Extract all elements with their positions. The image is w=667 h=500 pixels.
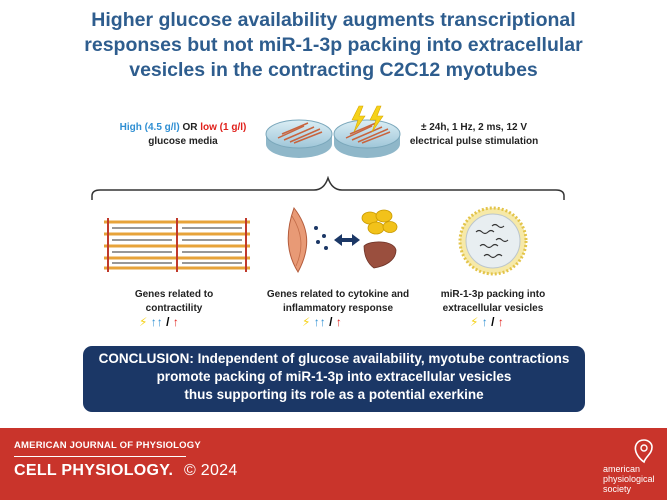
lightning-icon: ⚡	[470, 315, 479, 329]
low-glucose-label: low (1 g/l)	[200, 122, 247, 133]
conclusion-line-1: CONCLUSION: Independent of glucose avail…	[98, 351, 570, 366]
page-title: Higher glucose availability augments tra…	[40, 8, 627, 83]
up-arrow-low: ↑	[497, 315, 504, 329]
title-line-3: vesicles in the contracting C2C12 myotub…	[129, 59, 538, 81]
aps-line-2: physiological	[603, 474, 655, 484]
brace-bracket	[91, 176, 565, 200]
footer-divider	[14, 456, 186, 457]
cytokine-arrows: ⚡ ↑↑ / ↑	[302, 315, 342, 329]
conclusion-box: CONCLUSION: Independent of glucose avail…	[83, 346, 585, 412]
petri-dishes-icon	[265, 105, 401, 158]
aps-line-3: society	[603, 484, 632, 494]
lightning-icon: ⚡	[139, 315, 148, 329]
control-dish-icon	[265, 119, 333, 158]
up-arrow-high: ↑	[481, 315, 488, 329]
mir-label-line-1: miR-1-3p packing into	[440, 289, 546, 300]
or-label: OR	[182, 122, 198, 133]
arrow-separator: /	[329, 315, 333, 329]
up-arrow-low: ↑	[335, 315, 342, 329]
up-arrow-high: ↑↑	[313, 315, 326, 329]
stimulation-params: ± 24h, 1 Hz, 2 ms, 12 V	[420, 122, 528, 133]
contractility-label: Genes related to contractility	[104, 288, 244, 316]
high-glucose-label: High (4.5 g/l)	[119, 122, 180, 133]
title-line-2: responses but not miR-1-3p packing into …	[84, 34, 583, 56]
double-arrow-icon	[334, 234, 360, 246]
muscle-icon	[287, 206, 308, 273]
arrow-separator: /	[166, 315, 170, 329]
aps-logo-icon	[634, 439, 653, 464]
cytokine-label-line-2: inflammatory response	[282, 303, 394, 314]
journal-title: CELL PHYSIOLOGY. © 2024	[14, 462, 238, 480]
contractility-label-line-2: contractility	[145, 303, 203, 314]
journal-name: AMERICAN JOURNAL OF PHYSIOLOGY	[14, 440, 201, 451]
mir-label: miR-1-3p packing into extracellular vesi…	[428, 288, 558, 316]
extracellular-vesicle-icon	[458, 206, 528, 276]
stimulation-label: ± 24h, 1 Hz, 2 ms, 12 V electrical pulse…	[394, 121, 554, 149]
cell-physiology-label: CELL PHYSIOLOGY.	[14, 462, 174, 479]
copyright-label: © 2024	[183, 462, 238, 479]
sarcomere-icon	[104, 218, 250, 272]
title-line-1: Higher glucose availability augments tra…	[91, 9, 576, 31]
up-arrow-low: ↑	[172, 315, 179, 329]
arrow-separator: /	[491, 315, 495, 329]
lightning-icon: ⚡	[302, 315, 311, 329]
glucose-media-text: glucose media	[148, 136, 218, 147]
cytokine-label-line-1: Genes related to cytokine and	[266, 289, 410, 300]
muscle-cytokine-icon	[287, 206, 398, 273]
fat-cells-icon	[361, 209, 398, 235]
footer-bar	[0, 428, 667, 500]
mir-arrows: ⚡ ↑ / ↑	[470, 315, 504, 329]
conclusion-line-3: thus supporting its role as a potential …	[184, 387, 484, 402]
up-arrow-high: ↑↑	[150, 315, 163, 329]
cytokine-label: Genes related to cytokine and inflammato…	[258, 288, 418, 316]
mir-label-line-2: extracellular vesicles	[442, 303, 544, 314]
stimulation-text: electrical pulse stimulation	[409, 136, 539, 147]
contractility-label-line-1: Genes related to	[134, 289, 214, 300]
aps-line-1: american	[603, 464, 641, 474]
contractility-arrows: ⚡ ↑↑ / ↑	[139, 315, 179, 329]
aps-label: american physiological society	[603, 464, 655, 494]
stimulated-dish-icon	[333, 105, 401, 158]
glucose-media-label: High (4.5 g/l) OR low (1 g/l) glucose me…	[108, 121, 258, 149]
conclusion-line-2: promote packing of miR-1-3p into extrace…	[156, 369, 512, 384]
liver-icon	[363, 241, 397, 269]
